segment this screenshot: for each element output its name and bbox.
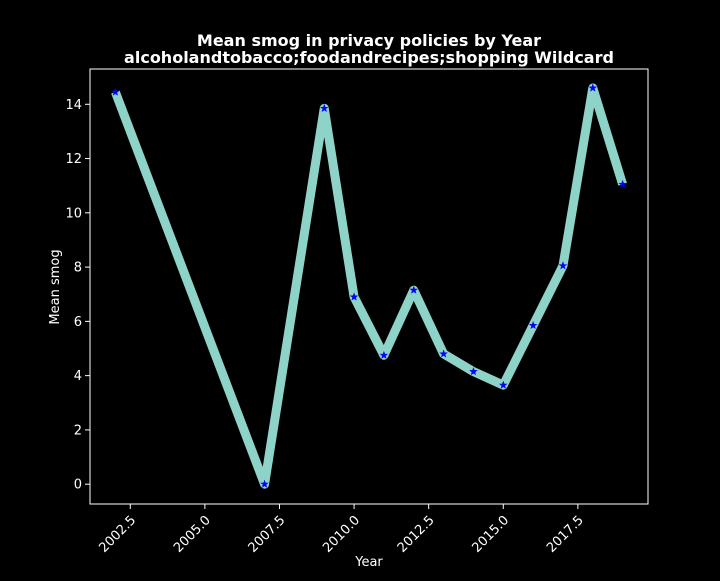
y-tick-label: 6 — [74, 315, 82, 330]
data-point-marker — [499, 380, 508, 389]
plot-area-frame — [89, 68, 649, 505]
data-point-marker — [349, 292, 359, 301]
y-axis-label: Mean smog — [48, 249, 63, 324]
data-point-marker — [439, 349, 448, 358]
series-layer — [111, 83, 627, 489]
y-tick-label: 10 — [65, 206, 82, 221]
data-point-marker — [260, 479, 269, 488]
x-axis-label: Year — [354, 555, 383, 570]
y-tick-label: 0 — [74, 478, 82, 493]
data-point-marker — [111, 87, 120, 96]
y-tick-label: 8 — [74, 261, 82, 276]
y-axis-ticks: 0 2 4 6 8 10 12 14 — [65, 98, 90, 493]
data-point-marker — [558, 261, 568, 270]
y-tick-label: 12 — [65, 152, 82, 167]
data-point-marker — [588, 83, 598, 92]
y-tick-label: 14 — [65, 98, 82, 113]
data-point-marker — [320, 103, 329, 112]
chart-subtitle: alcoholandtobacco;foodandrecipes;shoppin… — [124, 48, 614, 67]
data-point-marker — [409, 285, 418, 294]
y-tick-label: 2 — [74, 423, 82, 438]
data-point-marker — [618, 179, 627, 188]
data-point-marker — [379, 350, 389, 359]
chart-title: Mean smog in privacy policies by Year — [197, 31, 541, 50]
data-point-marker — [469, 367, 478, 376]
y-tick-label: 4 — [74, 369, 82, 384]
data-point-marker — [528, 320, 538, 330]
